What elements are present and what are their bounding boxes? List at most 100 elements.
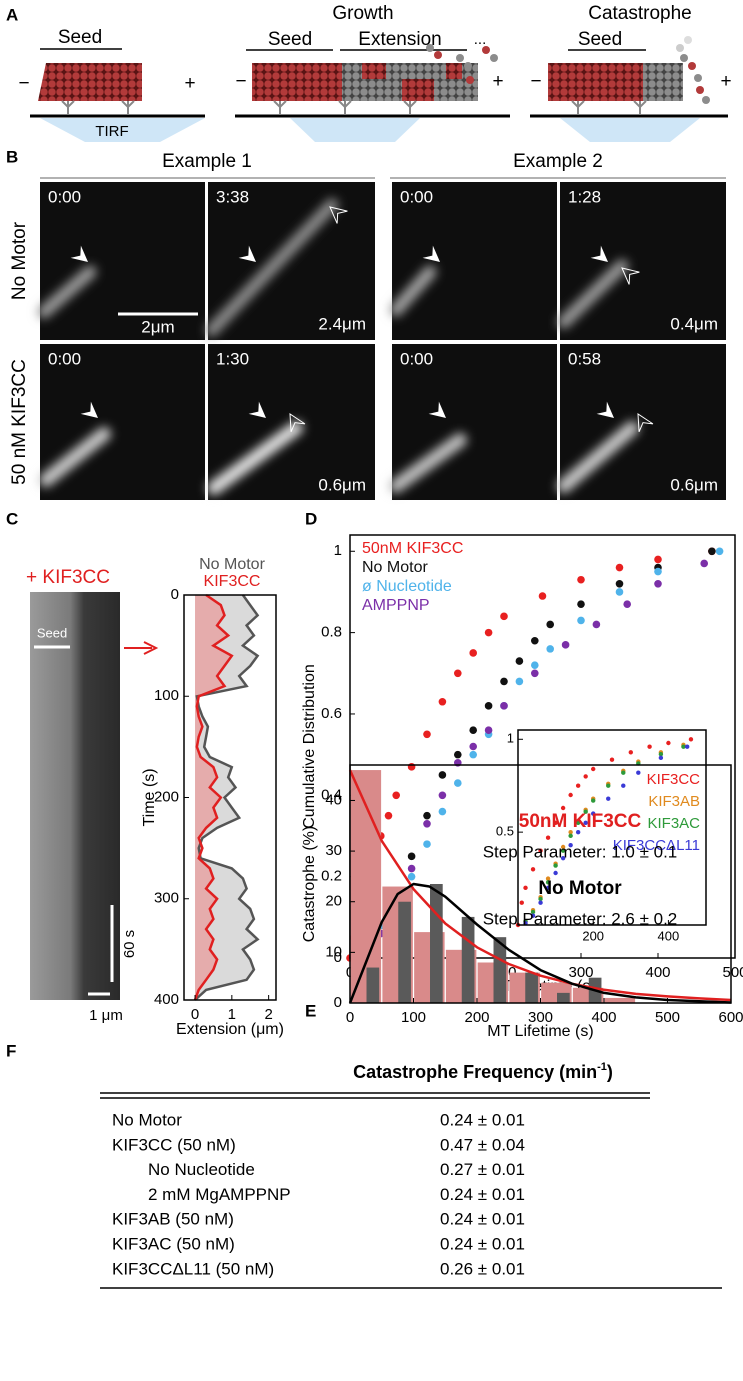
row-value: 0.24 ± 0.01 — [440, 1110, 525, 1129]
microtubule — [402, 79, 434, 101]
free-tubulin — [426, 44, 498, 84]
diagram-growth: Growth Seed Extension ... − + — [235, 3, 510, 142]
data-point — [469, 742, 478, 751]
x-axis-label: Extension (μm) — [176, 1021, 284, 1038]
data-point — [523, 885, 528, 891]
diagram-seed: Seed TIRF − + — [18, 27, 205, 142]
row-value: 0.26 ± 0.01 — [440, 1259, 525, 1278]
data-point — [658, 751, 664, 757]
plus-end: + — [492, 71, 503, 92]
annotation: Step Parameter: 2.6 ± 0.2 — [483, 909, 678, 928]
annotation: Step Parameter: 1.0 ± 0.1 — [483, 842, 678, 861]
microtubule — [548, 63, 643, 101]
header-text: ) — [607, 1062, 613, 1082]
y-tick-label: 0.5 — [496, 824, 514, 839]
row-label: No Nucleotide — [148, 1160, 255, 1179]
data-point — [469, 726, 478, 735]
extension-length: 0.6μm — [670, 475, 718, 494]
data-point — [500, 612, 508, 621]
data-point — [592, 620, 601, 629]
row-label: KIF3CC (50 nM) — [112, 1135, 236, 1154]
micrographs — [37, 182, 726, 500]
area — [195, 595, 232, 1000]
row-label: No Motor — [9, 221, 30, 300]
data-point — [438, 791, 447, 800]
data-point — [484, 628, 493, 637]
data-point — [553, 870, 558, 876]
microtubule-signal — [37, 198, 639, 495]
row-label: 50 nM KIF3CC — [9, 359, 30, 485]
x-tick-label: 200 — [582, 928, 604, 943]
row-label: KIF3AC (50 nM) — [112, 1234, 235, 1253]
data-point — [546, 645, 554, 653]
data-point — [654, 567, 662, 576]
data-point — [538, 592, 547, 600]
micrograph — [392, 182, 557, 340]
data-point — [560, 855, 566, 861]
data-point — [454, 750, 462, 759]
data-point — [538, 896, 543, 902]
y-tick-label: 0.4 — [321, 786, 342, 803]
bar — [604, 997, 636, 1003]
x-tick-label: 2 — [264, 1006, 272, 1023]
x-tick-label: 400 — [645, 964, 670, 981]
bar — [366, 967, 380, 1003]
antibody — [273, 100, 417, 114]
data-point — [568, 833, 573, 839]
data-point — [384, 811, 393, 820]
data-point — [621, 770, 626, 775]
timestamp: 1:28 — [568, 187, 601, 206]
timestamp: 0:00 — [48, 187, 81, 206]
panel-label: F — [6, 1041, 16, 1060]
data-point — [469, 750, 478, 759]
x-tick-label: 500 — [655, 1009, 680, 1026]
data-point — [685, 744, 690, 749]
label: Seed — [578, 29, 622, 50]
tirf-field — [40, 118, 205, 142]
legend-entry: No Motor — [362, 559, 428, 576]
y-axis-label: Cumulative Distribution — [301, 664, 318, 829]
header-text: Catastrophe Frequency (min — [353, 1062, 597, 1082]
data-point — [583, 774, 588, 779]
legend-entry: AMPPNP — [362, 597, 430, 614]
legend-entry: No Motor — [199, 556, 265, 573]
data-point — [715, 547, 724, 556]
data-point — [575, 820, 581, 826]
bar — [461, 916, 475, 1003]
data-point — [606, 783, 611, 788]
data-point — [615, 563, 624, 572]
row-value: 0.47 ± 0.04 — [440, 1135, 525, 1154]
trace — [193, 593, 234, 1001]
data-point — [531, 669, 539, 678]
plus-end: + — [184, 73, 195, 94]
data-point — [636, 770, 641, 775]
data-point — [454, 669, 462, 678]
title: Growth — [332, 3, 393, 24]
x-tick-label: 500 — [722, 964, 743, 981]
data-point — [407, 852, 416, 861]
data-point — [438, 807, 447, 816]
y-tick-label: 0.6 — [321, 705, 342, 722]
example-title: Example 1 — [162, 151, 252, 172]
data-point — [628, 750, 633, 755]
example-title: Example 2 — [513, 151, 603, 172]
timestamp: 1:30 — [216, 349, 249, 368]
legend-entry: 50nM KIF3CC — [362, 540, 463, 557]
data-point — [423, 840, 431, 848]
y-tick-label: 0.8 — [321, 624, 342, 641]
timestamp: 0:00 — [400, 187, 433, 206]
x-tick-label: 0 — [346, 1009, 354, 1026]
x-tick-label: 400 — [591, 1009, 616, 1026]
y-axis-label: Catastrophe (%) — [301, 826, 318, 943]
data-point — [553, 820, 558, 826]
seed-label: Seed — [37, 625, 67, 640]
label: Extension — [358, 29, 441, 50]
label: Seed — [58, 27, 102, 48]
legend-entry: KIF3CC — [204, 573, 261, 590]
data-point — [591, 798, 596, 803]
legend-entry: KIF3AB — [648, 793, 700, 810]
data-point — [681, 744, 686, 749]
row-value: 0.27 ± 0.01 — [440, 1160, 525, 1179]
y-axis-label: Time (s) — [141, 768, 158, 826]
